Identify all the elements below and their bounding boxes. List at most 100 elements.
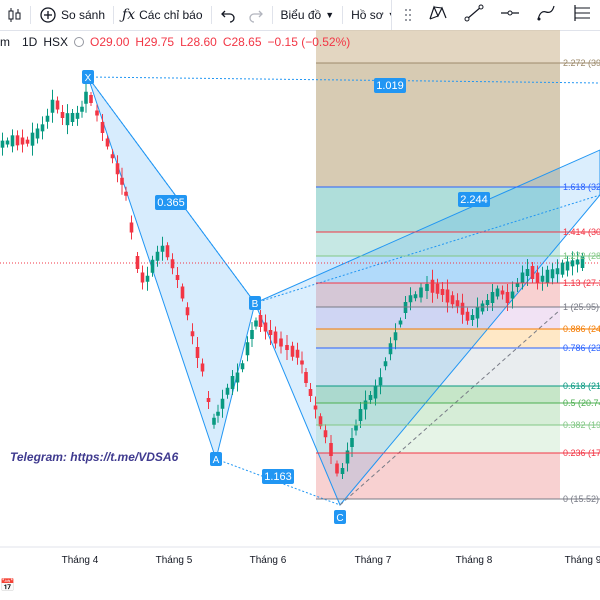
fib-label: 0.382 (19. xyxy=(563,420,600,430)
candle-body xyxy=(363,400,368,410)
candle-body xyxy=(300,360,304,365)
candle-body xyxy=(273,331,278,344)
indicators-button[interactable]: ƒx Các chỉ báo xyxy=(116,0,208,30)
xabcd-pattern-tool[interactable] xyxy=(420,0,456,30)
chevron-down-icon: ▼ xyxy=(325,10,335,20)
candle-body xyxy=(335,463,339,474)
candle-body xyxy=(540,275,545,282)
candle-body xyxy=(70,113,75,122)
chart-type-label: Biểu đồ xyxy=(280,8,322,22)
drag-handle-icon[interactable] xyxy=(396,0,420,30)
fib-zone xyxy=(316,329,560,348)
x-axis-label: Tháng 9 xyxy=(565,555,600,566)
fib-label: 1.414 (30 xyxy=(563,227,600,237)
xd-dotted-line xyxy=(87,76,600,84)
toolbar-divider xyxy=(342,6,344,24)
drawing-toolbar xyxy=(391,0,600,30)
fib-zone xyxy=(316,232,560,256)
fib-label: 1.13 (27.3 xyxy=(563,278,600,288)
xb-dotted-line xyxy=(87,76,256,304)
candle-body xyxy=(530,266,535,279)
market-status-icon xyxy=(74,37,85,47)
price-change: −0.15 (−0.52%) xyxy=(267,35,351,49)
candle-body xyxy=(535,272,540,283)
horizontal-line-icon xyxy=(500,4,520,27)
function-icon: ƒx xyxy=(122,7,136,23)
candle-body xyxy=(570,260,575,267)
fib-zone xyxy=(316,307,560,329)
candle-body xyxy=(340,468,345,474)
fib-label: 1.272 (28. xyxy=(563,251,600,261)
trend-line-tool[interactable] xyxy=(456,0,492,30)
candle-body xyxy=(120,177,124,185)
symbol-legend: m 1D HSX O29.00 H29.75 L28.60 C28.65 −0.… xyxy=(0,35,350,49)
candle-body xyxy=(560,262,565,275)
candle-body xyxy=(373,386,378,399)
ratio-label-box xyxy=(458,192,490,207)
fib-label: 0 (15.52) xyxy=(563,494,599,504)
profile-label: Hồ sơ xyxy=(351,8,384,22)
candle-body xyxy=(100,122,105,133)
pattern-icon xyxy=(428,4,448,27)
candle-body xyxy=(75,112,80,119)
candle-body xyxy=(358,409,363,421)
candle-body xyxy=(323,430,328,438)
candle-body xyxy=(0,140,5,148)
candle-body xyxy=(175,275,180,280)
redo-icon xyxy=(248,7,264,23)
candle-body xyxy=(115,163,120,175)
candle-body xyxy=(440,289,445,295)
chart-type-button[interactable]: Biểu đồ ▼ xyxy=(275,0,341,30)
candle-body xyxy=(45,115,50,122)
fib-label: 2.272 (39 xyxy=(563,58,600,68)
candle-body xyxy=(465,311,470,321)
candle-body xyxy=(50,99,55,113)
candle-body xyxy=(250,330,254,339)
fib-label: 0.5 (20.74 xyxy=(563,398,600,408)
candle-body xyxy=(345,450,350,464)
candle-body xyxy=(230,376,235,389)
candle-body xyxy=(580,256,585,268)
fib-levels: 2.272 (39 1.618 (32 1.414 (30 1.272 (28. 1.1… xyxy=(316,58,600,504)
candle-body xyxy=(5,140,10,145)
ratio-label: 1.019 xyxy=(376,80,404,92)
candle-body xyxy=(15,135,20,146)
candle-body xyxy=(124,191,128,196)
fib-zones xyxy=(316,30,560,499)
candle-body xyxy=(165,245,170,258)
redo-button[interactable] xyxy=(242,0,270,30)
x-axis-label: Tháng 6 xyxy=(250,555,287,566)
horizontal-line-tool[interactable] xyxy=(492,0,528,30)
candle-body xyxy=(110,154,115,159)
candle-body xyxy=(520,272,525,283)
toolbar-divider xyxy=(30,6,31,24)
pattern-labels: X A B C 0.365 1.163 1.019 2.244 xyxy=(82,70,490,524)
candle-body xyxy=(575,259,580,265)
candles xyxy=(0,82,585,479)
undo-button[interactable] xyxy=(214,0,242,30)
ohlc-low: L28.60 xyxy=(180,35,217,49)
price-chart[interactable]: 2.272 (39 1.618 (32 1.414 (30 1.272 (28. 1.1… xyxy=(0,30,600,578)
interval[interactable]: 1D xyxy=(22,35,38,49)
fib-label: 1.618 (32 xyxy=(563,182,600,192)
symbol-name[interactable]: m xyxy=(0,35,10,49)
plus-circle-icon xyxy=(39,6,57,24)
time-axis: Tháng 4 Tháng 5 Tháng 6 Tháng 7 Tháng 8 Tháng… xyxy=(0,546,600,566)
candle-body xyxy=(285,345,289,350)
brush-tool[interactable] xyxy=(528,0,564,30)
candle-body xyxy=(413,294,418,299)
compare-button[interactable]: So sánh xyxy=(33,0,111,30)
calendar-icon[interactable]: 📅 xyxy=(0,578,15,592)
candle-body xyxy=(555,268,560,275)
ratio-label: 2.244 xyxy=(460,194,488,206)
toolbar-divider xyxy=(210,6,212,24)
candle-body xyxy=(268,330,273,335)
bar-style-button[interactable] xyxy=(0,0,28,30)
candle-body xyxy=(525,269,530,276)
candle-body xyxy=(378,377,383,386)
candle-body xyxy=(425,284,429,291)
candle-body xyxy=(135,256,140,269)
candle-body xyxy=(225,387,230,395)
fib-label: 0.786 (23 xyxy=(563,343,600,353)
fib-retracement-tool[interactable] xyxy=(564,0,600,30)
